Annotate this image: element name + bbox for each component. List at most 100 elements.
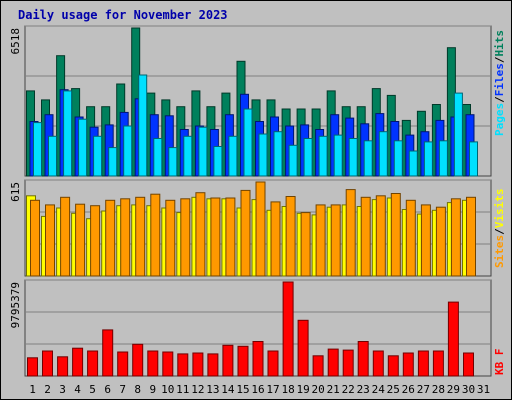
bar-sites-day-18 <box>285 196 296 277</box>
x-tick-label-day-15: 15 <box>236 383 249 396</box>
y-max-label-panel-2: 615 <box>9 182 22 202</box>
legend-kb-f: KB F <box>493 349 506 376</box>
bar-pages-day-6 <box>108 147 118 177</box>
bar-sites-day-30 <box>466 196 476 277</box>
x-tick-label-day-17: 17 <box>266 383 279 396</box>
y-max-label-panel-3: 9795379 <box>9 282 22 328</box>
bar-pages-day-8 <box>138 74 148 177</box>
legend-sites: Sites <box>493 235 506 268</box>
bar-pages-day-14 <box>228 135 238 177</box>
bar-sites-day-8 <box>135 196 146 277</box>
x-tick-label-day-3: 3 <box>59 383 66 396</box>
bar-pages-day-20 <box>318 135 328 177</box>
bar-sites-day-24 <box>375 195 386 277</box>
bar-pages-day-17 <box>273 131 283 177</box>
bar-pages-day-5 <box>93 135 103 177</box>
x-tick-label-day-8: 8 <box>134 383 141 396</box>
bar-kb-f-day-6 <box>102 329 114 377</box>
bar-pages-day-21 <box>333 134 343 177</box>
legend-visits: Visits <box>493 189 506 229</box>
bar-sites-day-6 <box>105 199 116 277</box>
x-tick-label-day-28: 28 <box>432 383 445 396</box>
bar-sites-day-22 <box>345 189 356 277</box>
bar-pages-day-24 <box>378 131 388 177</box>
bar-kb-f-day-12 <box>192 352 204 377</box>
x-tick-label-day-13: 13 <box>206 383 219 396</box>
bar-kb-f-day-4 <box>72 347 84 377</box>
x-tick-label-day-12: 12 <box>191 383 204 396</box>
bar-kb-f-day-9 <box>147 350 159 377</box>
x-tick-label-day-29: 29 <box>447 383 460 396</box>
legend-separator: / <box>493 96 506 103</box>
y-max-label-panel-1: 6518 <box>9 28 22 55</box>
bar-kb-f-day-20 <box>312 355 324 377</box>
x-tick-label-day-21: 21 <box>327 383 340 396</box>
bar-kb-f-day-2 <box>42 350 53 377</box>
bar-pages-day-1 <box>33 122 42 177</box>
bar-kb-f-day-28 <box>432 350 444 377</box>
bar-pages-day-27 <box>423 141 433 177</box>
x-tick-label-day-16: 16 <box>251 383 264 396</box>
bar-sites-day-23 <box>360 196 371 277</box>
bar-kb-f-day-15 <box>237 345 249 377</box>
bar-kb-f-day-19 <box>297 319 309 377</box>
bar-pages-day-12 <box>198 126 208 177</box>
x-tick-label-day-11: 11 <box>176 383 189 396</box>
x-tick-label-day-10: 10 <box>161 383 174 396</box>
x-tick-label-day-23: 23 <box>357 383 370 396</box>
bar-kb-f-day-27 <box>417 350 429 377</box>
x-tick-label-day-26: 26 <box>402 383 415 396</box>
bar-sites-day-26 <box>405 199 416 277</box>
bar-kb-f-day-21 <box>327 348 339 377</box>
bar-kb-f-day-24 <box>372 350 384 377</box>
bar-pages-day-3 <box>63 90 73 177</box>
bar-kb-f-day-25 <box>387 355 399 377</box>
bar-kb-f-day-23 <box>357 341 369 377</box>
x-tick-label-day-24: 24 <box>372 383 386 396</box>
x-tick-label-day-18: 18 <box>281 383 294 396</box>
bar-kb-f-day-26 <box>402 352 414 377</box>
legend-hits: Hits <box>493 30 506 57</box>
bar-pages-day-15 <box>243 108 253 177</box>
bar-pages-day-10 <box>168 147 178 177</box>
bar-sites-day-29 <box>450 198 461 277</box>
bar-pages-day-2 <box>48 135 57 177</box>
x-tick-label-day-6: 6 <box>104 383 111 396</box>
bar-sites-day-12 <box>195 192 206 277</box>
legend-separator: / <box>493 56 506 63</box>
x-tick-label-day-9: 9 <box>149 383 156 396</box>
bar-pages-day-18 <box>288 144 298 177</box>
bar-sites-day-13 <box>210 197 221 277</box>
x-tick-label-day-5: 5 <box>89 383 96 396</box>
legend-files: Files <box>493 63 506 96</box>
bar-sites-day-14 <box>225 197 236 277</box>
x-tick-label-day-2: 2 <box>44 383 51 396</box>
bar-pages-day-23 <box>363 140 373 177</box>
x-tick-label-day-14: 14 <box>221 383 235 396</box>
x-tick-label-day-19: 19 <box>296 383 309 396</box>
bar-sites-day-5 <box>90 205 101 277</box>
bar-kb-f-day-13 <box>207 353 219 377</box>
legend-panel-3: KB F <box>493 349 506 376</box>
bar-sites-day-27 <box>420 204 431 277</box>
x-tick-label-day-22: 22 <box>342 383 355 396</box>
bar-pages-day-16 <box>258 133 268 177</box>
bar-sites-day-19 <box>300 212 311 277</box>
x-tick-label-day-31: 31 <box>477 383 490 396</box>
bar-sites-day-3 <box>60 196 71 277</box>
bar-sites-day-9 <box>150 193 161 277</box>
bar-sites-day-28 <box>435 206 446 277</box>
bar-sites-day-2 <box>45 204 55 277</box>
chart-title: Daily usage for November 2023 <box>18 8 228 22</box>
bar-kb-f-day-17 <box>267 350 279 377</box>
bar-kb-f-day-8 <box>132 343 144 377</box>
bar-sites-day-21 <box>330 204 341 277</box>
bar-sites-day-25 <box>390 193 401 277</box>
bar-kb-f-day-14 <box>222 344 234 377</box>
bar-pages-day-30 <box>469 141 478 177</box>
x-tick-label-day-30: 30 <box>462 383 475 396</box>
bar-kb-f-day-30 <box>463 352 474 377</box>
x-tick-label-day-25: 25 <box>387 383 400 396</box>
bar-kb-f-day-18 <box>282 281 294 377</box>
